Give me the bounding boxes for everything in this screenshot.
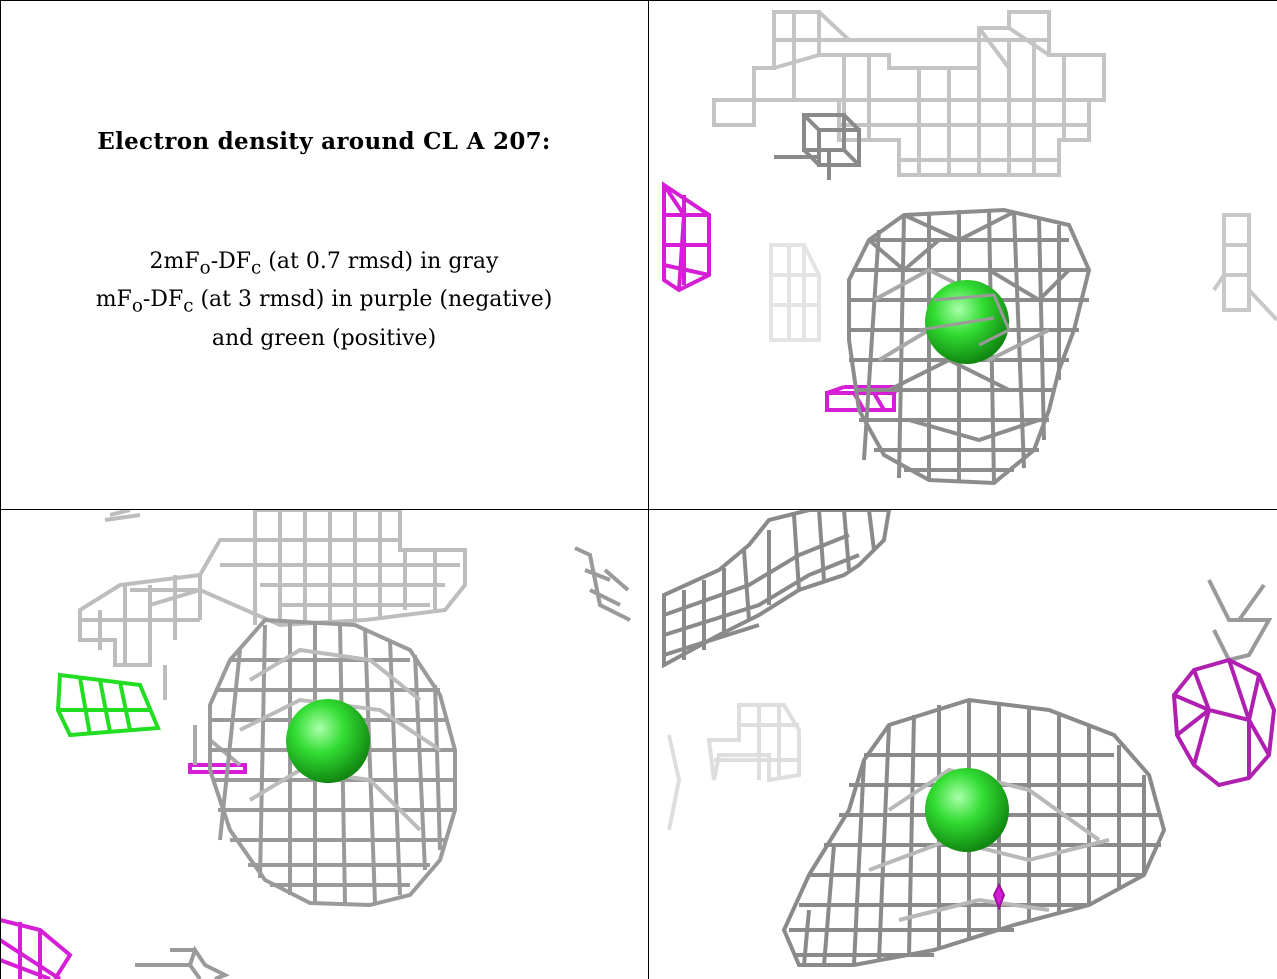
density-view-1-svg (662, 10, 1277, 486)
mesh-right-top (1207, 579, 1273, 663)
caption-panel: Electron density around CL A 207: 2mFo-D… (0, 0, 648, 500)
purple-mesh-right (1171, 657, 1277, 788)
figure-title: Electron density around CL A 207: (97, 128, 551, 155)
legend-line-green: and green (positive) (211, 325, 437, 351)
density-view-2-svg (0, 510, 631, 979)
light-mesh-left-3 (667, 703, 801, 831)
legend-text: 2mFo-DFc (at 0.7 rmsd) in gray mFo-DFc (… (0, 246, 648, 355)
border-left (0, 0, 1, 979)
border-top (0, 0, 1277, 1)
gray-mesh-upper-left (662, 510, 892, 669)
small-cage (774, 113, 861, 180)
light-mesh-top (712, 10, 1106, 177)
chloride-atom-sphere-2 (286, 699, 370, 783)
density-view-3 (649, 510, 1277, 979)
legend-line-mfo-dfc: mFo-DFc (at 3 rmsd) in purple (negative) (95, 287, 553, 317)
purple-mesh-tiny (992, 882, 1006, 911)
small-cage-2 (135, 945, 230, 979)
border-middle (648, 0, 649, 979)
border-horizontal (0, 509, 1277, 510)
light-mesh-left (769, 243, 821, 342)
light-mesh-right-edge (574, 546, 631, 622)
light-mesh-right (1212, 213, 1277, 322)
purple-mesh-left (662, 181, 711, 293)
gray-density-front (918, 293, 1011, 347)
density-view-3-svg (662, 510, 1277, 967)
chloride-atom-sphere-3 (925, 768, 1009, 852)
density-view-1 (649, 0, 1277, 500)
legend-line-2mfo-dfc: 2mFo-DFc (at 0.7 rmsd) in gray (149, 249, 499, 279)
purple-mesh-corner (0, 918, 73, 979)
light-mesh-upper (78, 510, 467, 700)
density-view-2 (0, 510, 648, 979)
green-mesh (55, 672, 161, 738)
